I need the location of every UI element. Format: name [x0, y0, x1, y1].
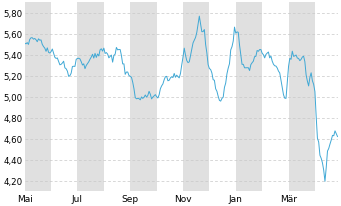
Bar — [157, 4, 183, 192]
Bar — [51, 4, 77, 192]
Bar — [236, 4, 262, 192]
Bar — [288, 4, 315, 192]
Bar — [130, 4, 157, 192]
Bar — [209, 4, 236, 192]
Bar — [315, 4, 339, 192]
Bar — [104, 4, 130, 192]
Bar — [77, 4, 104, 192]
Bar — [262, 4, 288, 192]
Bar — [25, 4, 51, 192]
Bar — [183, 4, 209, 192]
